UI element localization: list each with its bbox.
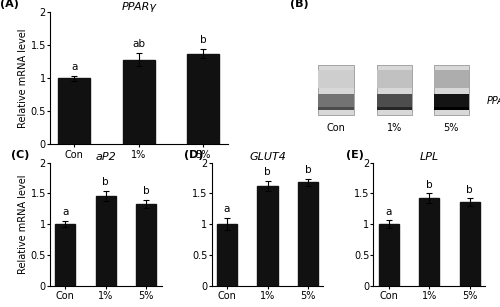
Bar bbox=[318, 94, 354, 110]
Text: 5%: 5% bbox=[444, 123, 459, 133]
Text: b: b bbox=[102, 177, 109, 187]
Text: b: b bbox=[200, 35, 206, 45]
Bar bbox=[96, 196, 116, 286]
Bar bbox=[298, 182, 318, 286]
Text: (C): (C) bbox=[11, 150, 30, 161]
Bar bbox=[318, 70, 354, 88]
Text: a: a bbox=[62, 207, 68, 217]
Text: 1%: 1% bbox=[387, 123, 402, 133]
Text: (A): (A) bbox=[0, 0, 19, 9]
Text: (B): (B) bbox=[290, 0, 308, 9]
Bar bbox=[376, 70, 412, 88]
Bar bbox=[136, 204, 156, 286]
Text: b: b bbox=[264, 167, 271, 177]
Y-axis label: Relative mRNA level: Relative mRNA level bbox=[18, 174, 28, 274]
Bar bbox=[434, 107, 469, 110]
Bar bbox=[419, 198, 440, 286]
Bar bbox=[378, 224, 399, 286]
Text: Con: Con bbox=[326, 123, 345, 133]
Bar bbox=[318, 107, 354, 110]
Bar bbox=[122, 60, 155, 144]
Bar bbox=[376, 65, 412, 115]
Title: LPL: LPL bbox=[420, 152, 439, 162]
Bar bbox=[55, 224, 76, 286]
Bar bbox=[460, 202, 480, 286]
Bar bbox=[434, 70, 469, 88]
Text: a: a bbox=[386, 207, 392, 217]
Bar bbox=[376, 107, 412, 110]
Text: b: b bbox=[304, 165, 312, 175]
Bar bbox=[318, 65, 354, 115]
Bar bbox=[187, 54, 220, 144]
Bar bbox=[258, 186, 278, 286]
Title: aP2: aP2 bbox=[96, 152, 116, 162]
Bar bbox=[217, 224, 237, 286]
Y-axis label: Relative mRNA level: Relative mRNA level bbox=[18, 29, 28, 128]
Bar bbox=[434, 94, 469, 110]
Title: GLUT4: GLUT4 bbox=[249, 152, 286, 162]
Text: a: a bbox=[224, 204, 230, 214]
Bar bbox=[376, 94, 412, 110]
Text: ab: ab bbox=[132, 39, 145, 49]
Text: PPARγ: PPARγ bbox=[487, 96, 500, 106]
Title: PPARγ: PPARγ bbox=[122, 2, 156, 11]
Text: (D): (D) bbox=[184, 150, 204, 161]
Bar bbox=[434, 65, 469, 115]
Text: b: b bbox=[426, 180, 432, 190]
Bar bbox=[58, 78, 90, 144]
Text: b: b bbox=[466, 185, 473, 195]
Text: b: b bbox=[143, 186, 150, 196]
Text: a: a bbox=[71, 62, 78, 72]
Text: (E): (E) bbox=[346, 150, 364, 161]
